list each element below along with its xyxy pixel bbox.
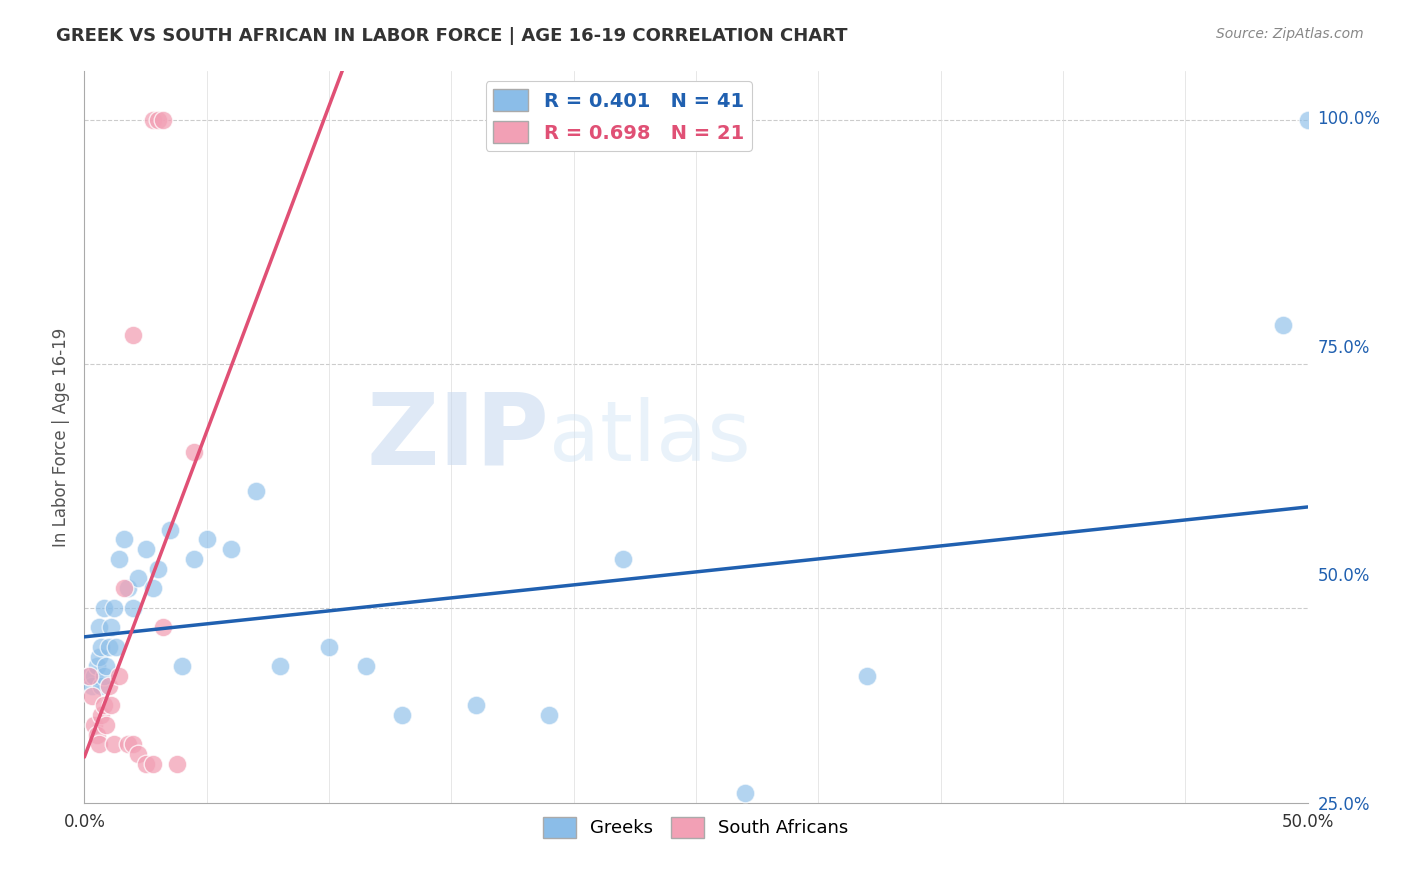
Point <box>107 669 129 683</box>
Point <box>83 718 105 732</box>
Point <box>391 708 413 723</box>
Point <box>87 737 110 751</box>
Point <box>112 581 135 595</box>
Point <box>127 572 149 586</box>
Point <box>1272 318 1295 332</box>
Point <box>117 581 139 595</box>
Point <box>90 679 112 693</box>
Point <box>269 659 291 673</box>
Point <box>77 669 100 683</box>
Point <box>172 659 194 673</box>
Y-axis label: In Labor Force | Age 16-19: In Labor Force | Age 16-19 <box>52 327 70 547</box>
Text: ZIP: ZIP <box>367 389 550 485</box>
Point <box>103 600 125 615</box>
Point <box>122 737 145 751</box>
Point <box>146 113 169 128</box>
Point <box>245 483 267 498</box>
Point <box>135 542 157 557</box>
Point <box>464 698 486 713</box>
Point <box>1296 113 1319 128</box>
Point <box>127 747 149 761</box>
Point <box>90 640 112 654</box>
Point <box>100 620 122 634</box>
Point <box>122 600 145 615</box>
Point <box>183 444 205 458</box>
Point <box>142 864 165 879</box>
Point <box>142 873 165 888</box>
Point <box>97 640 120 654</box>
Point <box>146 562 169 576</box>
Point <box>93 600 115 615</box>
Point <box>103 737 125 751</box>
Point <box>166 756 188 771</box>
Point <box>105 640 128 654</box>
Point <box>152 113 174 128</box>
Point <box>93 698 115 713</box>
Point <box>612 552 634 566</box>
Point <box>87 620 110 634</box>
Point <box>318 640 340 654</box>
Point <box>135 756 157 771</box>
Point <box>142 113 165 128</box>
Point <box>77 669 100 683</box>
Point <box>122 327 145 342</box>
Point <box>117 737 139 751</box>
Text: Source: ZipAtlas.com: Source: ZipAtlas.com <box>1216 27 1364 41</box>
Point <box>856 669 879 683</box>
Text: atlas: atlas <box>550 397 751 477</box>
Point <box>90 708 112 723</box>
Point <box>86 727 108 741</box>
Point <box>159 523 181 537</box>
Point <box>734 786 756 800</box>
Legend: Greeks, South Africans: Greeks, South Africans <box>536 810 856 845</box>
Point <box>100 698 122 713</box>
Point <box>87 649 110 664</box>
Point <box>195 533 218 547</box>
Point <box>142 581 165 595</box>
Point <box>354 659 377 673</box>
Point <box>97 679 120 693</box>
Point <box>96 718 118 732</box>
Point <box>219 542 242 557</box>
Text: GREEK VS SOUTH AFRICAN IN LABOR FORCE | AGE 16-19 CORRELATION CHART: GREEK VS SOUTH AFRICAN IN LABOR FORCE | … <box>56 27 848 45</box>
Point <box>152 620 174 634</box>
Point <box>86 659 108 673</box>
Point <box>80 679 103 693</box>
Point <box>93 669 115 683</box>
Point <box>107 552 129 566</box>
Point <box>183 552 205 566</box>
Point <box>1101 873 1123 888</box>
Point <box>142 756 165 771</box>
Point <box>83 669 105 683</box>
Point <box>538 708 561 723</box>
Point <box>112 533 135 547</box>
Point <box>96 659 118 673</box>
Point <box>80 689 103 703</box>
